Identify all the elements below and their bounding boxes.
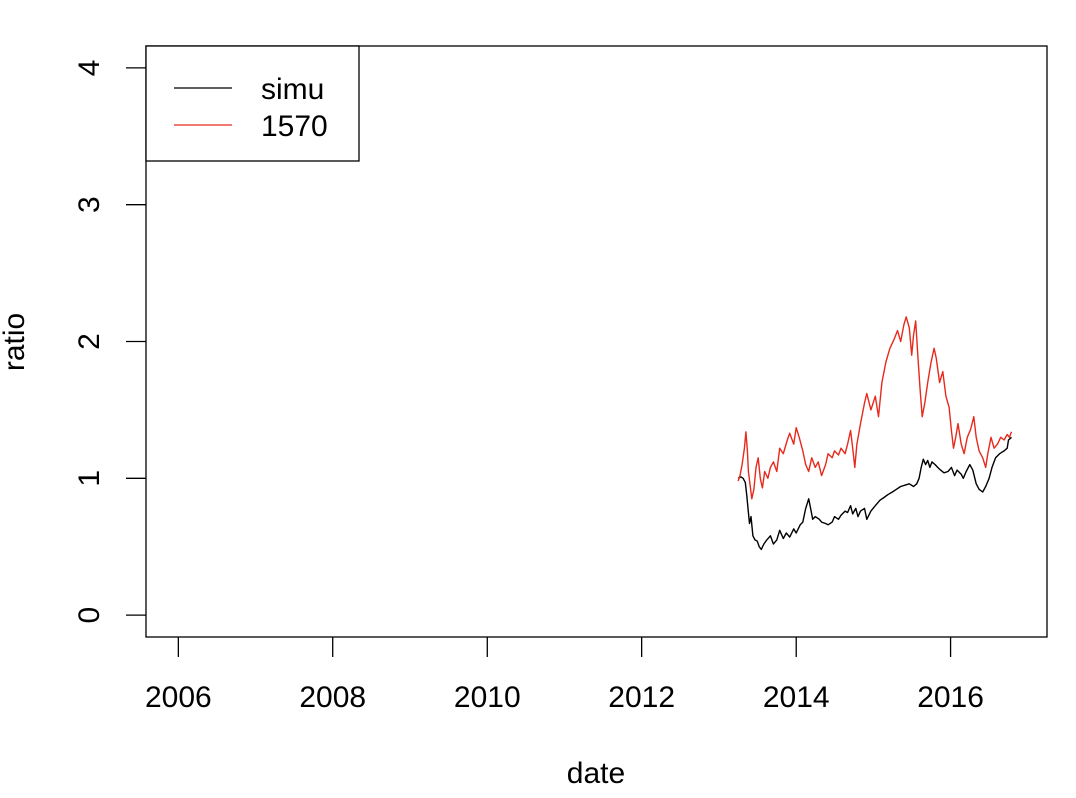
y-tick-label: 1: [73, 470, 106, 487]
legend: simu 1570: [145, 45, 360, 162]
series-line-1570: [737, 316, 1013, 500]
x-tick-label: 2012: [608, 681, 675, 714]
y-tick-label: 3: [73, 196, 106, 213]
y-tick-label: 0: [73, 607, 106, 624]
y-axis: 0 1 2 3 4: [73, 60, 146, 624]
series-lines: [737, 316, 1013, 551]
y-tick-label: 4: [73, 60, 106, 77]
x-axis-title: date: [567, 757, 625, 790]
legend-label-1570: 1570: [261, 110, 328, 143]
x-tick-label: 2014: [763, 681, 830, 714]
x-tick-label: 2006: [145, 681, 212, 714]
x-axis: 2006 2008 2010 2012 2014 2016: [145, 637, 984, 714]
legend-box: [145, 45, 360, 162]
x-tick-label: 2008: [299, 681, 366, 714]
series-line-simu: [737, 436, 1012, 551]
y-axis-title: ratio: [0, 313, 31, 371]
y-tick-label: 2: [73, 333, 106, 350]
legend-label-simu: simu: [261, 73, 324, 106]
x-tick-label: 2016: [917, 681, 984, 714]
x-tick-label: 2010: [454, 681, 521, 714]
